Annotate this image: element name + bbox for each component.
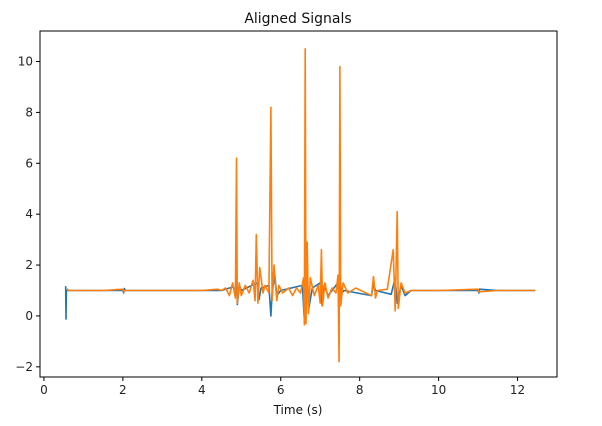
x-tick-label: 2 bbox=[119, 383, 127, 397]
x-tick-label: 0 bbox=[40, 383, 48, 397]
chart-title: Aligned Signals bbox=[244, 11, 351, 27]
x-tick-label: 8 bbox=[356, 383, 364, 397]
x-axis-ticks: 0 2 4 6 8 10 12 bbox=[40, 377, 525, 397]
axes-frame bbox=[39, 30, 558, 378]
x-tick-label: 12 bbox=[510, 383, 525, 397]
y-tick-label: −2 bbox=[15, 360, 33, 374]
plot-area bbox=[64, 47, 536, 363]
x-tick-label: 10 bbox=[431, 383, 446, 397]
y-tick-label: 6 bbox=[25, 156, 33, 170]
x-tick-label: 4 bbox=[198, 383, 206, 397]
y-tick-label: 0 bbox=[25, 309, 33, 323]
x-axis-label: Time (s) bbox=[273, 403, 323, 417]
y-axis-ticks: −2 0 2 4 6 8 10 bbox=[15, 55, 40, 374]
series-line-1 bbox=[64, 243, 536, 322]
y-tick-label: 2 bbox=[25, 258, 33, 272]
y-tick-label: 4 bbox=[25, 207, 33, 221]
series-line-2 bbox=[66, 47, 536, 363]
x-tick-label: 6 bbox=[277, 383, 285, 397]
y-tick-label: 8 bbox=[25, 105, 33, 119]
y-tick-label: 10 bbox=[18, 55, 33, 69]
